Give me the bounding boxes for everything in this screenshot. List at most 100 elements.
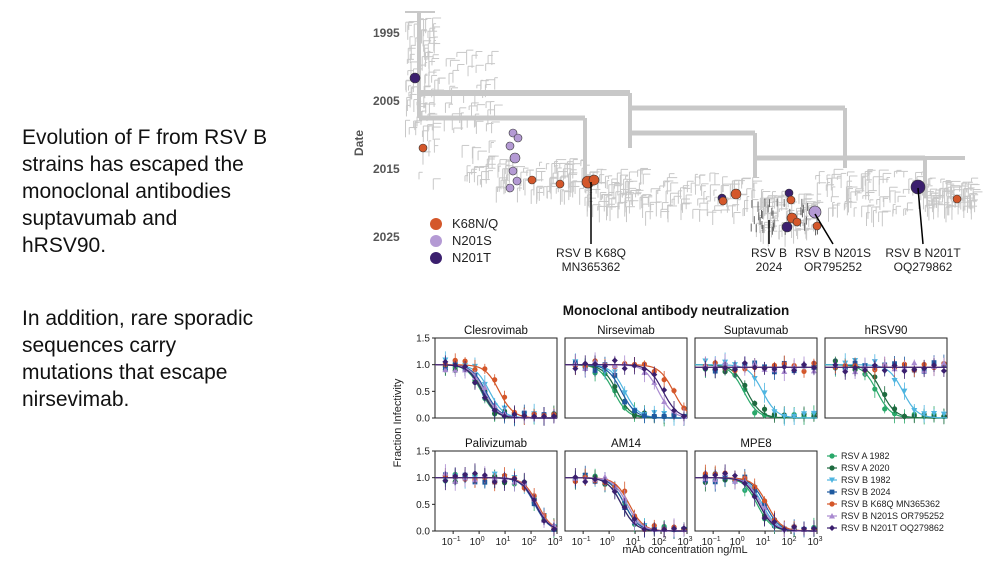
data-point	[722, 470, 729, 477]
panel-title: MPE8	[740, 438, 771, 450]
mutation-marker	[781, 221, 793, 233]
data-point	[761, 406, 768, 412]
data-point	[801, 368, 807, 374]
data-point	[781, 363, 788, 370]
x-tick-label: 10−1	[572, 536, 591, 548]
data-point	[872, 386, 878, 392]
data-point	[712, 472, 719, 479]
data-point	[521, 412, 528, 419]
data-point	[722, 364, 729, 371]
data-point	[901, 413, 908, 419]
data-point	[911, 359, 918, 366]
fit-curve	[435, 477, 558, 529]
panel-title: Palivizumab	[465, 438, 527, 450]
data-point	[442, 477, 449, 484]
mutation-marker	[555, 179, 565, 189]
data-point	[901, 388, 908, 395]
legend-label: RSV B N201T OQ279862	[841, 523, 944, 533]
data-point	[810, 410, 817, 417]
neutralization-legend: RSV A 1982 RSV A 2020 RSV B 1982 RSV B 2024…	[827, 451, 944, 533]
data-point	[621, 365, 628, 372]
data-point	[601, 473, 608, 480]
data-point	[511, 475, 518, 482]
data-point	[791, 367, 798, 374]
panel-palivizumab: Palivizumab 0.0 0.5 1.0 1.5 10−1 100 101 102 103	[416, 438, 563, 548]
data-point	[501, 478, 508, 485]
data-point	[752, 400, 758, 407]
panel-frame	[694, 450, 818, 532]
data-point	[452, 362, 459, 369]
data-point	[671, 388, 677, 394]
data-point	[852, 364, 859, 371]
panel-frame	[434, 337, 558, 419]
data-point	[651, 526, 658, 533]
fit-curve	[565, 477, 687, 532]
data-point	[801, 525, 808, 532]
data-point	[781, 413, 788, 420]
data-point	[712, 366, 719, 373]
data-point	[940, 359, 947, 366]
data-point	[481, 394, 488, 401]
data-point	[631, 412, 638, 418]
data-point	[471, 470, 478, 477]
legend-label: RSV B K68Q MN365362	[841, 499, 940, 509]
legend-marker	[829, 501, 835, 507]
data-point	[731, 478, 738, 484]
y-tick-label: 1.5	[416, 334, 430, 345]
data-point	[631, 515, 638, 522]
data-point	[442, 358, 449, 365]
data-point	[511, 411, 518, 418]
x-tick-label: 10−1	[442, 536, 461, 548]
neutralization-y-label: Fraction Infectivity	[392, 378, 404, 467]
data-point	[661, 377, 667, 383]
panel-title: Nirsevimab	[597, 325, 655, 337]
data-point	[622, 399, 628, 405]
panel-suptavumab: Suptavumab	[694, 325, 818, 426]
neutralization-title: Monoclonal antibody neutralization	[563, 303, 790, 318]
mutation-marker	[505, 141, 515, 151]
tree-ytick: 2005	[373, 94, 400, 108]
data-point	[911, 366, 918, 373]
mutation-marker	[508, 166, 518, 176]
neutralization-x-label: mAb concentration ng/mL	[622, 544, 747, 556]
callout-n201t-accession: OQ279862	[894, 260, 953, 274]
callout-n201s-label: RSV B N201S	[795, 246, 871, 260]
mutation-marker	[513, 133, 523, 143]
data-point	[621, 495, 628, 501]
data-point	[452, 357, 458, 363]
mutation-marker	[509, 152, 521, 164]
data-point	[871, 362, 878, 369]
data-point	[882, 391, 888, 398]
data-point	[462, 363, 469, 370]
data-point	[861, 363, 868, 370]
data-point	[761, 498, 768, 504]
data-point	[921, 365, 928, 372]
y-tick-label: 0.0	[416, 414, 430, 425]
data-point	[680, 525, 687, 532]
panel-title: Suptavumab	[724, 325, 789, 337]
data-point	[572, 365, 579, 372]
data-point	[491, 407, 498, 414]
paragraph-escape-summary: Evolution of F from RSV B strains has es…	[22, 124, 322, 259]
data-point	[702, 473, 709, 480]
callout-k68q-accession: MN365362	[562, 260, 621, 274]
data-point	[611, 357, 618, 364]
data-point	[752, 410, 758, 416]
legend-label: RSV A 2020	[841, 463, 890, 473]
text-line: hRSV90.	[22, 234, 107, 257]
data-point	[661, 526, 668, 533]
mutation-marker	[527, 175, 537, 185]
data-point	[601, 363, 608, 370]
data-point	[651, 414, 657, 419]
y-tick-label: 0.0	[416, 527, 430, 538]
data-point	[631, 362, 638, 369]
data-point	[761, 390, 768, 396]
text-line: monoclonal antibodies	[22, 180, 231, 203]
tree-ytick: 2015	[373, 162, 400, 176]
data-point	[751, 375, 758, 382]
mutation-marker	[409, 72, 421, 84]
fit-curve	[435, 477, 558, 529]
x-tick-label: 101	[756, 536, 771, 548]
data-point	[582, 478, 589, 485]
